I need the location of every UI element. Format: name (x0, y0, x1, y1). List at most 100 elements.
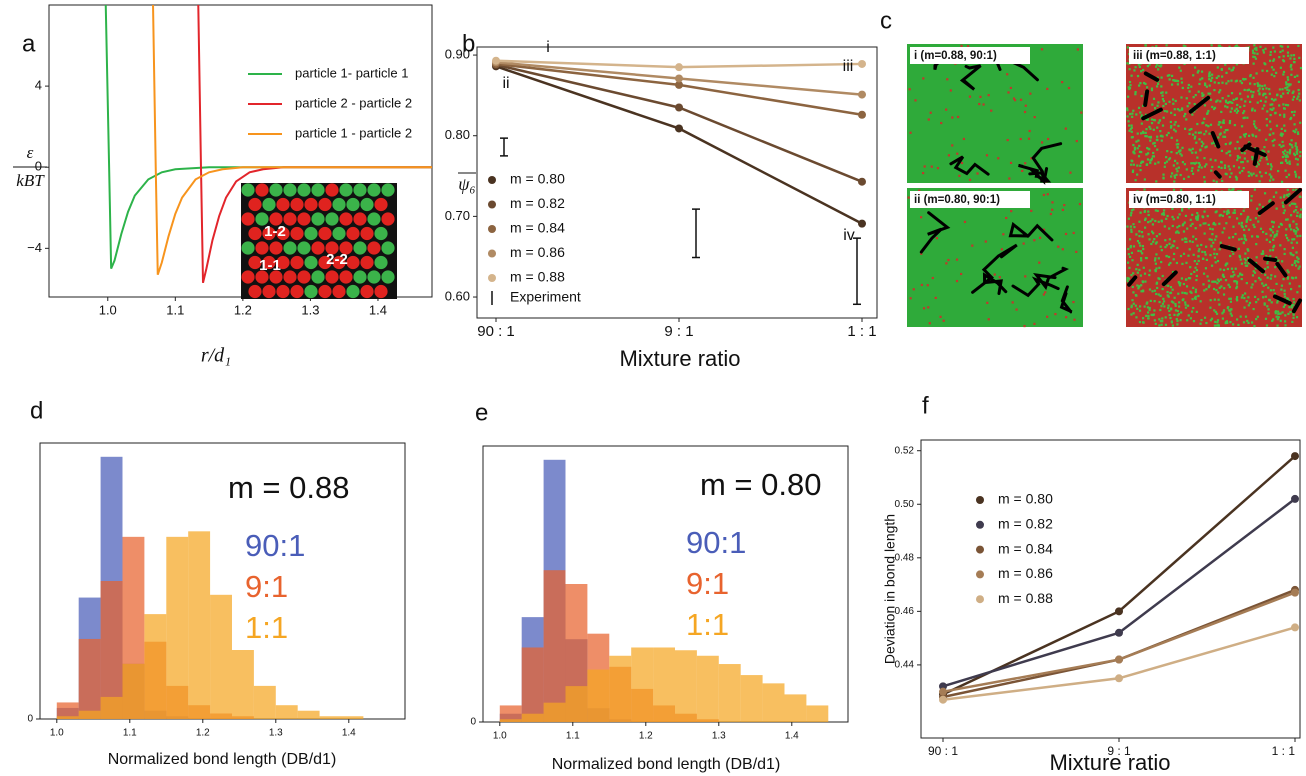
particle (1226, 101, 1229, 105)
particle (1223, 227, 1226, 230)
particle (1176, 230, 1179, 233)
inset-particle (248, 197, 262, 212)
particle (1270, 175, 1273, 178)
particle (1263, 84, 1266, 87)
particle (1215, 235, 1218, 238)
particle (1291, 263, 1294, 267)
particle (1161, 320, 1164, 323)
particle (1148, 269, 1151, 272)
particle (1143, 178, 1146, 181)
data-point (675, 74, 683, 83)
particle (1195, 217, 1198, 220)
panel-label: c (880, 7, 892, 34)
particle (1170, 300, 1174, 303)
crack (1252, 147, 1260, 166)
particle (1142, 266, 1145, 269)
particle (1197, 162, 1201, 165)
particle (1251, 283, 1254, 286)
legend-label: particle 2 - particle 2 (295, 95, 412, 110)
histogram-bar (56, 702, 79, 719)
particle (1204, 267, 1208, 270)
series-label: 90:1 (686, 525, 746, 560)
particle (984, 240, 987, 243)
particle (1258, 214, 1261, 217)
particle (1072, 231, 1075, 235)
particle (1197, 259, 1200, 263)
particle (1245, 264, 1249, 267)
particle (1257, 89, 1260, 92)
particle (1295, 146, 1298, 149)
particle (1269, 199, 1272, 202)
particle (1160, 219, 1163, 222)
panel-title: m = 0.88 (228, 470, 350, 505)
particle (987, 94, 990, 97)
particle (1210, 245, 1213, 248)
particle (1278, 143, 1281, 147)
particle (1167, 158, 1171, 161)
x-tick-label: 90 : 1 (477, 323, 515, 340)
particle (1199, 300, 1202, 303)
particle (1247, 141, 1251, 144)
particle (1220, 149, 1224, 152)
particle (1186, 105, 1189, 108)
particle (1204, 146, 1207, 149)
data-point (1115, 628, 1123, 637)
histogram-bar (319, 716, 342, 719)
particle (1129, 225, 1133, 228)
data-point (675, 124, 683, 133)
particle (1162, 213, 1166, 216)
particle (1185, 261, 1188, 264)
particle (1196, 211, 1199, 215)
particle (1162, 173, 1165, 176)
particle (1143, 272, 1147, 275)
particle (1187, 254, 1190, 257)
particle (1181, 146, 1184, 149)
particle (1228, 121, 1231, 125)
particle (1294, 202, 1297, 206)
x-tick-label: 1.4 (342, 728, 356, 739)
particle (1141, 235, 1144, 238)
particle (1180, 108, 1184, 111)
particle (1269, 289, 1273, 292)
particle (1201, 215, 1204, 218)
inset-particle (360, 284, 374, 299)
particle (1296, 149, 1299, 152)
particle (1238, 156, 1241, 159)
series-line (197, 5, 432, 284)
particle (1276, 93, 1279, 96)
crack (1018, 163, 1048, 183)
x-tick-label: 1.3 (301, 302, 319, 317)
particle (1156, 104, 1159, 107)
particle (1244, 261, 1247, 264)
particle (1288, 89, 1291, 92)
particle (1189, 149, 1192, 152)
particle (1207, 223, 1210, 227)
particle (1072, 300, 1075, 304)
particle (1221, 312, 1224, 315)
particle (1204, 253, 1207, 256)
particle (1150, 313, 1153, 316)
particle (1280, 145, 1283, 148)
particle (1166, 214, 1169, 218)
crack (1243, 144, 1267, 157)
x-tick-label: 1.2 (234, 302, 252, 317)
particle (1230, 308, 1233, 311)
particle (1191, 151, 1194, 154)
particle (1213, 298, 1216, 301)
particle (1298, 215, 1301, 218)
particle (918, 189, 921, 192)
particle (1205, 288, 1208, 291)
particle (1285, 236, 1289, 240)
particle (1285, 218, 1288, 221)
particle (1170, 83, 1174, 86)
particle (1294, 142, 1297, 145)
particle (1175, 152, 1178, 155)
particle (1159, 65, 1162, 68)
data-point (858, 219, 866, 228)
particle (1135, 268, 1138, 271)
particle (1229, 297, 1232, 300)
particle (1136, 263, 1139, 266)
particle (1205, 145, 1208, 148)
particle (1224, 63, 1227, 66)
particle (1219, 126, 1223, 129)
